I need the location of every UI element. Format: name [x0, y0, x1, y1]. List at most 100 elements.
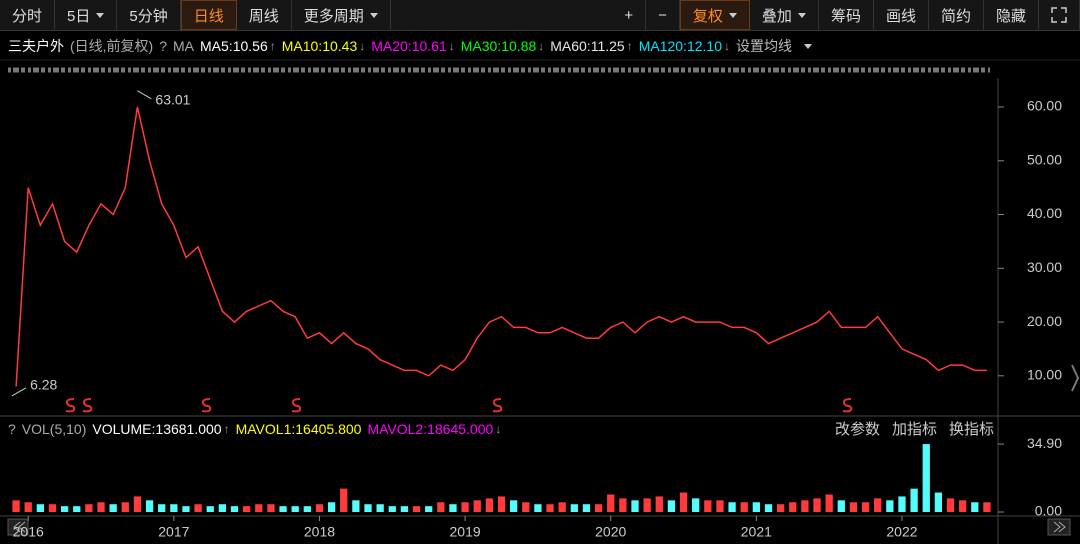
- button-label: 分时: [12, 7, 43, 25]
- volume-bar: [473, 500, 481, 512]
- dropdown-caret: [96, 12, 105, 18]
- volume-bar: [133, 496, 142, 512]
- volume-bar: [679, 492, 688, 512]
- event-marker[interactable]: [842, 398, 853, 413]
- volume-bar: [619, 498, 627, 512]
- toolbar-button[interactable]: −: [646, 0, 680, 30]
- volume-bar: [170, 504, 178, 512]
- button-label: 周线: [248, 7, 279, 25]
- help-button[interactable]: ?: [8, 421, 16, 437]
- button-label: 更多周期: [303, 7, 364, 25]
- toolbar-button[interactable]: 简约: [929, 0, 984, 30]
- x-tick-label: 2022: [886, 524, 917, 540]
- annotation-label: 6.28: [30, 377, 57, 393]
- toolbar-button[interactable]: +: [612, 0, 647, 30]
- volume-bar: [206, 506, 214, 512]
- volume-bar: [303, 506, 311, 512]
- x-tick-label: 2021: [741, 524, 772, 540]
- toolbar-button[interactable]: 画线: [874, 0, 929, 30]
- volume-bar: [655, 496, 663, 512]
- event-marker[interactable]: [492, 398, 503, 413]
- volume-bar: [522, 502, 530, 512]
- event-marker[interactable]: [65, 398, 76, 413]
- volume-bar: [886, 500, 894, 512]
- volume-bar: [509, 500, 518, 512]
- toolbar-button[interactable]: 复权: [679, 0, 750, 30]
- x-tick-label: 2018: [304, 524, 335, 540]
- dropdown-caret: [369, 12, 378, 18]
- volume-bar: [145, 500, 154, 512]
- indicator-button[interactable]: 加指标: [891, 421, 937, 438]
- volume-bar: [740, 502, 748, 512]
- ma-value: MA30:10.88: [460, 38, 537, 54]
- volume-bar: [874, 498, 882, 512]
- toolbar-button[interactable]: 5分钟: [117, 0, 181, 30]
- event-marker[interactable]: [201, 398, 212, 413]
- volume-bar: [631, 500, 639, 512]
- y-tick-label: 0.00: [1035, 503, 1062, 519]
- toolbar-button[interactable]: 周线: [237, 0, 292, 30]
- volume-bar: [364, 504, 372, 512]
- toolbar-right: + − 复权 叠加 筹码 画线 简约 隐藏: [612, 0, 1080, 30]
- volume-bar: [776, 504, 785, 512]
- indicator-button[interactable]: 改参数: [834, 421, 880, 438]
- indicator-button[interactable]: 换指标: [948, 421, 994, 438]
- volume-bar: [898, 496, 906, 512]
- toolbar-button[interactable]: 隐藏: [984, 0, 1039, 30]
- button-label: −: [658, 6, 667, 24]
- scroll-right-icon: [1053, 521, 1066, 533]
- fullscreen-button[interactable]: [1039, 0, 1080, 30]
- volume-bar: [825, 494, 833, 512]
- volume-bar: [376, 504, 384, 512]
- volume-bar: [230, 506, 239, 512]
- trend-arrow: ↓: [538, 39, 545, 53]
- legend-entry: VOLUME:13681.000: [92, 421, 222, 437]
- trend-arrow: ↓: [724, 39, 730, 53]
- scroll-right-button[interactable]: [1047, 518, 1071, 536]
- button-label: 复权: [692, 7, 723, 25]
- toolbar-button[interactable]: 5日: [55, 0, 118, 30]
- volume-bar: [121, 502, 129, 512]
- volume-bar: [570, 504, 578, 512]
- volume-bar: [85, 504, 93, 512]
- volume-bar: [922, 444, 930, 512]
- event-marker[interactable]: [82, 398, 93, 413]
- volume-bar: [255, 504, 263, 512]
- event-marker[interactable]: [291, 398, 302, 413]
- volume-bar: [764, 504, 773, 512]
- toolbar-button[interactable]: 叠加: [750, 0, 819, 30]
- price-line: [15, 106, 987, 387]
- volume-bar: [910, 488, 918, 512]
- legend-entry: MAVOL2:18645.000: [367, 421, 494, 437]
- volume-bar: [801, 500, 809, 512]
- y-tick-label: 30.00: [1027, 259, 1062, 275]
- button-label: 画线: [885, 7, 916, 25]
- volume-bar: [194, 504, 202, 512]
- button-label: 叠加: [761, 7, 792, 25]
- trend-arrow: ↑: [626, 39, 633, 53]
- volume-bar: [437, 502, 445, 512]
- volume-bar: [594, 504, 603, 512]
- volume-bar: [485, 498, 494, 512]
- price-header: 三夫户外 (日线,前复权)? MA MA5:10.56 ↑ MA10:10.43 ↓ MA20…: [8, 36, 812, 56]
- toolbar-button[interactable]: 更多周期: [292, 0, 391, 30]
- ma-value: MA20:10.61: [371, 38, 447, 54]
- volume-bar: [60, 506, 69, 512]
- scroll-right[interactable]: [1071, 364, 1080, 392]
- stock-name: 三夫户外: [8, 38, 64, 54]
- help-button[interactable]: ?: [159, 38, 168, 54]
- volume-bar: [582, 504, 591, 512]
- button-label: 5日: [67, 7, 91, 25]
- volume-bar: [934, 492, 943, 512]
- ma-settings[interactable]: 设置均线: [736, 38, 792, 54]
- x-tick-label: 2019: [450, 524, 481, 540]
- toolbar-button[interactable]: 筹码: [819, 0, 874, 30]
- toolbar-button[interactable]: 日线: [180, 0, 237, 30]
- y-tick-label: 40.00: [1027, 205, 1062, 221]
- toolbar-button[interactable]: 分时: [0, 0, 56, 30]
- scroll-left-button[interactable]: [7, 518, 29, 536]
- trend-arrow: ↓: [495, 422, 502, 436]
- volume-bar: [352, 500, 360, 512]
- button-label: 隐藏: [995, 7, 1026, 25]
